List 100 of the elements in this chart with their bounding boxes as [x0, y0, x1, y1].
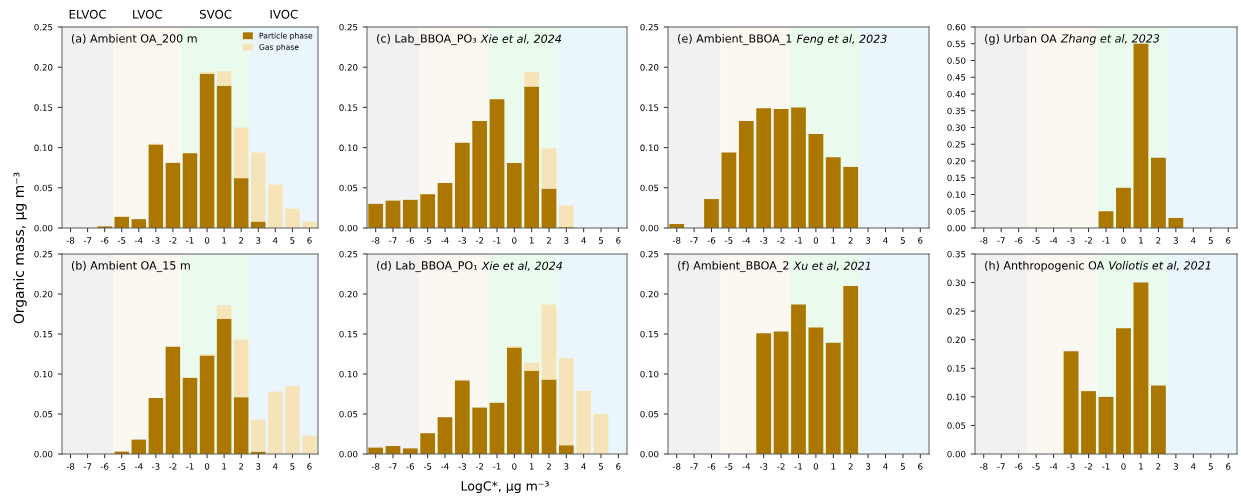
x-tick-label: -5 — [117, 237, 126, 244]
x-tick-label: -5 — [1032, 237, 1040, 244]
x-tick-label: -4 — [1049, 237, 1058, 244]
y-tick-label: 0.10 — [640, 370, 659, 378]
x-tick-label: -6 — [707, 237, 716, 244]
x-tick-label: -1 — [493, 237, 501, 244]
y-tick-label: 0.10 — [947, 393, 966, 401]
y-tick-label: 0.00 — [339, 450, 358, 458]
x-tick-label: 4 — [581, 237, 586, 244]
x-tick-label: 3 — [564, 463, 569, 470]
x-tick-label: -6 — [100, 463, 109, 470]
x-tick-label: 5 — [1208, 237, 1213, 244]
x-tick-label: -5 — [423, 237, 432, 244]
y-tick-label: 0.60 — [947, 23, 966, 31]
y-tick-label: 0.15 — [640, 104, 659, 111]
y-tick-label: 0.20 — [34, 290, 53, 298]
y-tick-label: 0.15 — [640, 330, 659, 338]
x-tick-label: -7 — [690, 463, 698, 470]
x-tick-label: 0 — [1121, 463, 1126, 470]
y-tick-label: 0.20 — [640, 64, 659, 71]
x-tick-label: -1 — [186, 463, 194, 470]
x-tick-label: -6 — [406, 237, 415, 244]
y-tick-label: 0.05 — [339, 410, 358, 418]
y-tick-label: 0.15 — [947, 365, 966, 372]
x-tick-label: 3 — [1173, 237, 1178, 244]
x-tick-label: -3 — [759, 463, 768, 470]
x-tick-label: -4 — [742, 237, 751, 244]
text: Xu et al, 2021 — [793, 261, 871, 272]
y-tick-label: 0.35 — [947, 250, 966, 258]
x-tick-label: -8 — [371, 463, 380, 470]
y-tick-label: 0.05 — [947, 208, 966, 215]
x-tick-label: -2 — [475, 463, 484, 470]
x-tick-label: -2 — [1084, 237, 1092, 244]
y-tick-label: 0.25 — [339, 250, 358, 258]
y-tick-label: 0.00 — [640, 450, 659, 458]
y-tick-label: 0.55 — [947, 40, 966, 48]
x-tick-label: 5 — [598, 463, 603, 470]
x-tick-label: -3 — [1067, 237, 1075, 244]
x-tick-label: -7 — [389, 463, 397, 470]
text: (f) Ambient_BBOA_2 — [678, 261, 789, 273]
x-tick-label: -7 — [997, 237, 1005, 244]
y-tick-label: 0.10 — [34, 370, 53, 378]
x-tick-label: 2 — [1156, 237, 1161, 244]
y-tick-label: 0.00 — [34, 224, 53, 232]
text: Feng et al, 2023 — [796, 34, 887, 46]
x-tick-label: 4 — [273, 237, 278, 244]
x-tick-label: 1 — [529, 463, 534, 470]
x-tick-label: 5 — [900, 463, 905, 470]
y-tick-label: 0.00 — [339, 224, 358, 232]
x-tick-label: -8 — [66, 237, 75, 244]
x-tick-label: -2 — [777, 237, 785, 244]
x-tick-label: 2 — [239, 237, 244, 244]
x-tick-label: -4 — [742, 463, 751, 470]
x-tick-label: 5 — [290, 463, 295, 470]
y-tick-label: 0.15 — [34, 330, 53, 338]
x-tick-label: -8 — [672, 237, 681, 244]
x-tick-label: 5 — [290, 237, 295, 244]
band-label: IVOC — [270, 9, 298, 19]
x-tick-label: 3 — [564, 237, 569, 244]
x-tick-label: -3 — [152, 463, 160, 470]
text: Xie et al, 2024 — [480, 34, 562, 45]
x-tick-label: 1 — [222, 463, 227, 470]
x-tick-label: -2 — [1084, 463, 1092, 470]
y-tick-label: 0.20 — [339, 290, 358, 298]
x-tick-label: 2 — [546, 463, 551, 470]
x-tick-label: -4 — [134, 463, 143, 470]
y-tick-label: 0.00 — [34, 450, 53, 458]
x-tick-label: -6 — [1014, 463, 1023, 470]
x-tick-label: -5 — [725, 463, 733, 470]
x-tick-label: -8 — [672, 463, 681, 470]
y-tick-label: 0.10 — [34, 144, 53, 151]
x-tick-label: -3 — [458, 237, 466, 244]
y-tick-label: 0.20 — [640, 290, 659, 298]
y-tick-label: 0.10 — [339, 144, 358, 151]
band-label: SVOC — [199, 9, 232, 19]
y-tick-label: 0.05 — [947, 422, 966, 429]
y-tick-label: 0.05 — [339, 184, 358, 192]
x-tick-label: 2 — [239, 463, 244, 470]
y-tick-label: 0.05 — [640, 410, 659, 418]
x-tick-label: 6 — [1226, 237, 1231, 244]
text: (a) Ambient OA_200 m — [71, 34, 197, 46]
x-tick-label: -2 — [169, 237, 177, 244]
band-label: LVOC — [133, 9, 163, 19]
y-tick-label: 0.25 — [947, 308, 966, 315]
x-tick-label: 6 — [918, 463, 923, 470]
x-tick-label: 0 — [1121, 237, 1126, 244]
x-tick-label: 4 — [273, 463, 278, 470]
x-tick-label: -1 — [493, 463, 501, 470]
x-tick-label: -5 — [423, 463, 432, 470]
y-tick-label: 0.25 — [947, 141, 966, 148]
y-tick-label: 0.10 — [640, 144, 659, 151]
y-tick-label: 0.50 — [947, 57, 966, 64]
y-tick-label: 0.20 — [947, 157, 966, 165]
x-tick-label: -4 — [134, 237, 143, 244]
x-tick-label: -6 — [406, 463, 415, 470]
x-tick-label: 4 — [1191, 463, 1196, 470]
x-tick-label: 3 — [866, 237, 871, 244]
x-tick-label: -4 — [441, 237, 449, 244]
text: (b) Ambient OA_15 m — [71, 261, 190, 273]
y-axis-title: Organic mass, μg m⁻³ — [13, 172, 27, 324]
